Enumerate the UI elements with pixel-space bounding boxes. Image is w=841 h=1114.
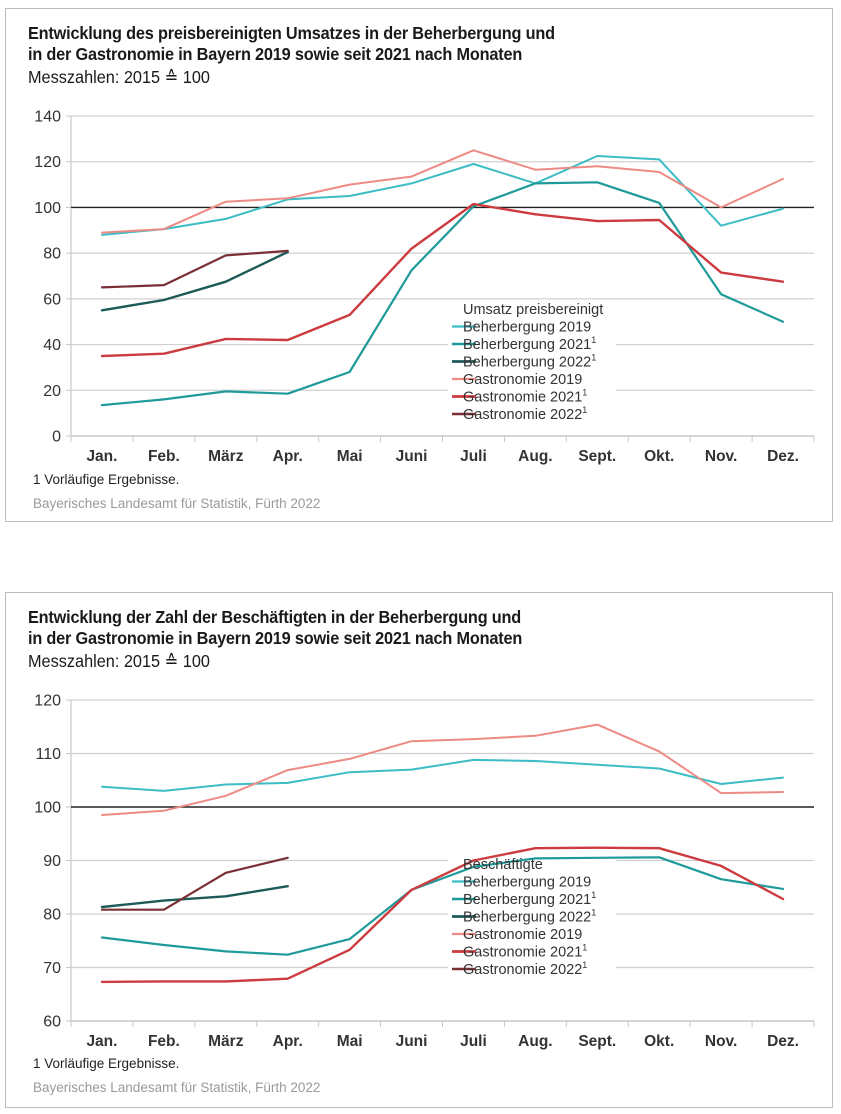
x-tick-label: Juli (460, 448, 487, 465)
series-line-beherbergung-2021 (100, 181, 785, 407)
x-tick-label: Mai (337, 1033, 363, 1050)
y-tick-label: 140 (34, 109, 61, 126)
y-tick-label: 80 (43, 246, 61, 263)
x-tick-label: Juni (396, 448, 428, 465)
chart-title-line2: in der Gastronomie in Bayern 2019 sowie … (28, 628, 523, 648)
chart-title-line1: Entwicklung der Zahl der Beschäftigten i… (28, 607, 522, 627)
chart-subtitle: Messzahlen: 2015 ≙ 100 (28, 651, 210, 671)
x-tick-label: Sept. (578, 448, 616, 465)
x-tick-label: Apr. (273, 1033, 303, 1050)
x-tick-label: Juli (460, 1033, 487, 1050)
x-tick-label: Sept. (578, 1033, 616, 1050)
legend-label: Beherbergung 20221 (463, 353, 596, 371)
chart-title-line1: Entwicklung des preisbereinigten Umsatze… (28, 23, 555, 43)
series-line-gastronomie-2019 (101, 723, 784, 816)
x-tick-label: Nov. (705, 1033, 737, 1050)
chart-title: Entwicklung der Zahl der Beschäftigten i… (28, 607, 522, 649)
x-tick-label: Mai (337, 448, 363, 465)
series-line-beherbergung-2022 (100, 885, 289, 909)
legend-label: Gastronomie 20221 (463, 960, 587, 978)
y-tick-label: 120 (34, 693, 61, 710)
x-tick-label: Feb. (148, 1033, 180, 1050)
x-tick-label: Jan. (86, 1033, 117, 1050)
x-tick-label: Juni (396, 1033, 428, 1050)
x-tick-label: Jan. (86, 448, 117, 465)
legend-label: Beherbergung 2019 (463, 875, 591, 891)
y-tick-label: 90 (43, 853, 61, 870)
y-tick-label: 110 (35, 746, 61, 763)
umsatz-line-chart: 0 20 40 60 80 100 120 140 Jan. Feb. März Apr. Mai Jun… (34, 109, 815, 465)
series-line-gastronomie-2019 (101, 149, 784, 234)
chart-title-line2: in der Gastronomie in Bayern 2019 sowie … (28, 44, 523, 64)
y-tick-label: 100 (34, 200, 61, 217)
legend-label: Beherbergung 2019 (463, 320, 591, 336)
x-tick-label: Aug. (518, 448, 552, 465)
source-note: Bayerisches Landesamt für Statistik, Für… (33, 1080, 321, 1095)
legend-label: Beherbergung 20211 (463, 890, 596, 908)
series-line-gastronomie-2022 (100, 856, 289, 911)
y-tick-label: 40 (43, 337, 61, 354)
x-tick-label: Aug. (518, 1033, 552, 1050)
legend-title: Beschäftigte (463, 857, 543, 873)
legend-label: Gastronomie 2019 (463, 372, 582, 388)
legend-label: Gastronomie 20221 (463, 405, 587, 423)
y-tick-label: 120 (34, 154, 61, 171)
beschaeftigte-line-chart: 60 70 80 90 100 110 120 Jan. Feb. März Apr. Mai Juni… (34, 693, 815, 1050)
legend-label: Gastronomie 2019 (463, 927, 582, 943)
legend-background (448, 855, 616, 984)
x-tick-label: Nov. (705, 448, 737, 465)
series-line-beherbergung-2019 (101, 758, 784, 792)
legend-label: Gastronomie 20211 (463, 943, 587, 961)
legend-label: Beherbergung 20211 (463, 335, 596, 353)
series-line-gastronomie-2021 (100, 846, 785, 984)
series-line-beherbergung-2021 (100, 856, 785, 956)
x-tick-label: März (208, 448, 244, 465)
series-line-beherbergung-2019 (101, 155, 784, 236)
series-line-beherbergung-2022 (100, 250, 289, 312)
footnote: 1 Vorläufige Ergebnisse. (33, 1056, 180, 1071)
legend-title: Umsatz preisbereinigt (463, 302, 603, 318)
y-tick-label: 70 (43, 960, 61, 977)
y-tick-label: 60 (43, 291, 61, 308)
x-tick-label: Dez. (767, 1033, 799, 1050)
y-tick-label: 60 (43, 1014, 61, 1031)
chart-panel-beschaeftigte: Entwicklung der Zahl der Beschäftigten i… (5, 592, 833, 1108)
legend-label: Gastronomie 20211 (463, 388, 587, 406)
x-tick-label: Apr. (273, 448, 303, 465)
x-tick-label: Feb. (148, 448, 180, 465)
legend-label: Beherbergung 20221 (463, 908, 596, 926)
x-tick-label: März (208, 1033, 244, 1050)
y-tick-label: 20 (43, 383, 61, 400)
footnote: 1 Vorläufige Ergebnisse. (33, 472, 180, 487)
chart-subtitle: Messzahlen: 2015 ≙ 100 (28, 67, 210, 87)
chart-panel-umsatz: Entwicklung des preisbereinigten Umsatze… (5, 8, 833, 522)
series-line-gastronomie-2021 (100, 202, 785, 358)
source-note: Bayerisches Landesamt für Statistik, Für… (33, 496, 321, 511)
legend-background (448, 300, 616, 429)
x-tick-label: Dez. (767, 448, 799, 465)
x-tick-label: Okt. (644, 448, 674, 465)
y-tick-label: 0 (52, 429, 61, 446)
y-tick-label: 100 (34, 800, 61, 817)
chart-title: Entwicklung des preisbereinigten Umsatze… (28, 23, 555, 65)
x-tick-label: Okt. (644, 1033, 674, 1050)
series-line-gastronomie-2022 (100, 249, 289, 289)
y-tick-label: 80 (43, 907, 61, 924)
